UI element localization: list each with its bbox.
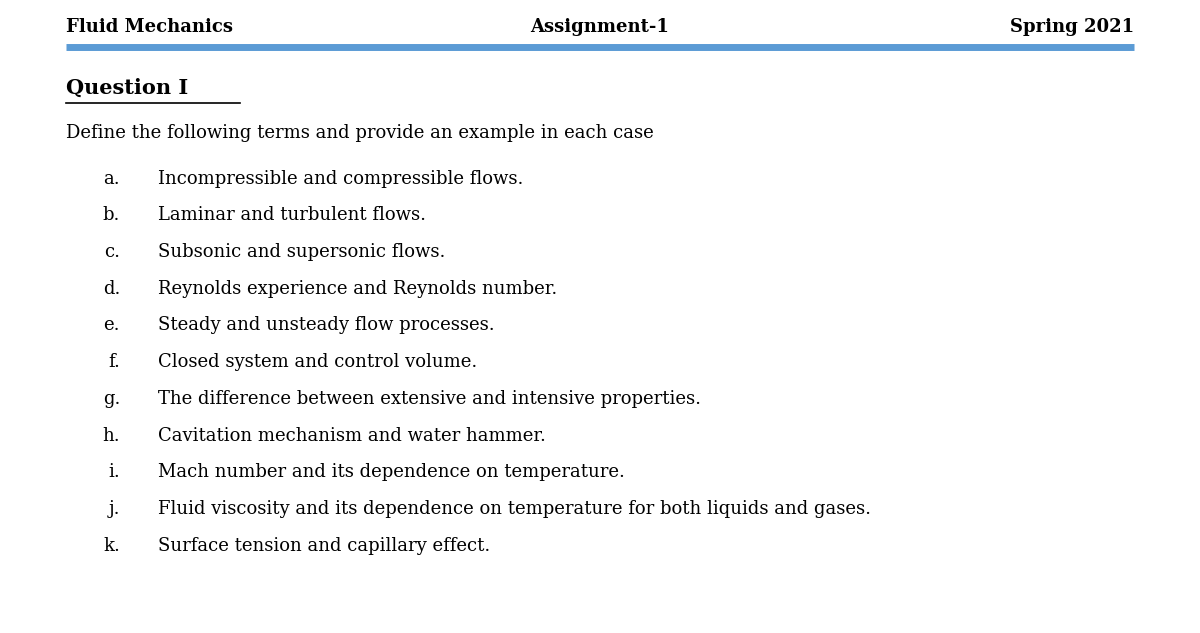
Text: d.: d. xyxy=(103,280,120,298)
Text: i.: i. xyxy=(108,463,120,481)
Text: Subsonic and supersonic flows.: Subsonic and supersonic flows. xyxy=(158,243,445,261)
Text: Steady and unsteady flow processes.: Steady and unsteady flow processes. xyxy=(158,316,496,334)
Text: Incompressible and compressible flows.: Incompressible and compressible flows. xyxy=(158,170,523,187)
Text: Closed system and control volume.: Closed system and control volume. xyxy=(158,353,478,371)
Text: e.: e. xyxy=(103,316,120,334)
Text: Mach number and its dependence on temperature.: Mach number and its dependence on temper… xyxy=(158,463,625,481)
Text: Define the following terms and provide an example in each case: Define the following terms and provide a… xyxy=(66,124,654,142)
Text: k.: k. xyxy=(103,537,120,555)
Text: b.: b. xyxy=(103,206,120,224)
Text: Question I: Question I xyxy=(66,77,188,97)
Text: f.: f. xyxy=(108,353,120,371)
Text: Assignment-1: Assignment-1 xyxy=(530,18,670,35)
Text: The difference between extensive and intensive properties.: The difference between extensive and int… xyxy=(158,390,701,408)
Text: a.: a. xyxy=(103,170,120,187)
Text: h.: h. xyxy=(102,427,120,444)
Text: c.: c. xyxy=(104,243,120,261)
Text: Reynolds experience and Reynolds number.: Reynolds experience and Reynolds number. xyxy=(158,280,558,298)
Text: Cavitation mechanism and water hammer.: Cavitation mechanism and water hammer. xyxy=(158,427,546,444)
Text: Fluid viscosity and its dependence on temperature for both liquids and gases.: Fluid viscosity and its dependence on te… xyxy=(158,500,871,518)
Text: Laminar and turbulent flows.: Laminar and turbulent flows. xyxy=(158,206,426,224)
Text: Surface tension and capillary effect.: Surface tension and capillary effect. xyxy=(158,537,491,555)
Text: Fluid Mechanics: Fluid Mechanics xyxy=(66,18,233,35)
Text: Spring 2021: Spring 2021 xyxy=(1010,18,1134,35)
Text: j.: j. xyxy=(108,500,120,518)
Text: g.: g. xyxy=(103,390,120,408)
